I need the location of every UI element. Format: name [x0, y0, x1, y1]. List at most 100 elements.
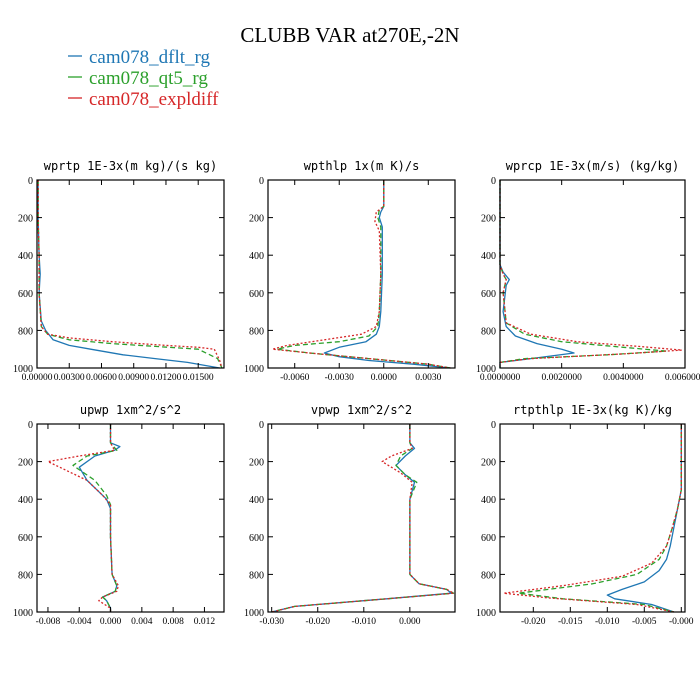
panel-4: upwp 1xm^2/s^2 0 200 400 600 800 1000-0.008 -0.… — [13, 403, 225, 627]
panel-1: wprtp 1E-3x(m kg)/(s kg) 0 200 400 600 800 100… — [13, 159, 225, 383]
panel-title: wpthlp 1x(m K)/s — [304, 159, 420, 173]
x-tick-label: 0.0060000 — [665, 373, 700, 383]
y-tick-label: 800 — [18, 326, 33, 337]
series-line-cam078_dflt_rg — [499, 180, 575, 368]
y-tick-label: 1000 — [244, 364, 264, 375]
y-tick-label: 0 — [259, 176, 264, 187]
series-line-cam078_expldiff — [271, 424, 455, 613]
plot-frame — [499, 179, 686, 369]
plot-frame — [499, 423, 686, 613]
x-tick-label: -0.030 — [259, 617, 284, 627]
plot-frame — [267, 179, 456, 369]
x-tick-label: 0.0030 — [415, 373, 441, 383]
x-tick-label: 0.00600 — [86, 373, 117, 383]
series-line-cam078_expldiff — [37, 180, 223, 369]
x-tick-label: -0.015 — [558, 617, 583, 627]
y-tick-label: 400 — [18, 251, 33, 262]
y-tick-label: 200 — [249, 214, 264, 225]
y-tick-label: 800 — [481, 326, 496, 337]
y-tick-label: 400 — [249, 251, 264, 262]
x-tick-label: 0.012 — [194, 617, 216, 627]
y-tick-label: 1000 — [244, 608, 264, 619]
panel-title: wprtp 1E-3x(m kg)/(s kg) — [44, 159, 217, 173]
panel-title: wprcp 1E-3x(m/s) (kg/kg) — [506, 159, 679, 173]
series-line-cam078_qt5_rg — [276, 180, 451, 369]
legend: cam078_dflt_rg cam078_qt5_rg cam078_expl… — [68, 47, 219, 110]
x-tick-label: 0.00900 — [118, 373, 149, 383]
x-tick-label: -0.004 — [67, 617, 92, 627]
y-tick-label: 200 — [249, 458, 264, 469]
y-tick-label: 600 — [481, 289, 496, 300]
y-tick-label: 600 — [18, 289, 33, 300]
y-tick-label: 0 — [28, 420, 33, 431]
plot-frame — [36, 179, 225, 369]
y-tick-label: 400 — [18, 495, 33, 506]
y-tick-label: 200 — [481, 214, 496, 225]
panel-title: upwp 1xm^2/s^2 — [80, 403, 181, 417]
y-tick-label: 1000 — [476, 608, 496, 619]
y-tick-label: 0 — [491, 420, 496, 431]
plot-frame — [36, 423, 225, 613]
x-tick-label: 0.0000 — [371, 373, 397, 383]
legend-label-dflt: cam078_dflt_rg — [89, 47, 211, 68]
series-line-cam078_expldiff — [271, 180, 451, 369]
y-tick-label: 600 — [249, 533, 264, 544]
y-tick-label: 0 — [491, 176, 496, 187]
x-tick-label: -0.020 — [305, 617, 330, 627]
y-tick-label: 200 — [18, 458, 33, 469]
series-line-cam078_dflt_rg — [323, 180, 451, 369]
y-tick-label: 400 — [249, 495, 264, 506]
y-tick-label: 600 — [18, 533, 33, 544]
x-tick-label: 0.0000000 — [480, 373, 521, 383]
x-tick-label: 0.008 — [162, 617, 184, 627]
x-tick-label: 0.00300 — [54, 373, 85, 383]
panel-3: wprcp 1E-3x(m/s) (kg/kg) 0 200 400 600 800 100… — [476, 159, 700, 383]
x-tick-label: -0.005 — [632, 617, 657, 627]
panel-5: vpwp 1xm^2/s^2 0 200 400 600 800 1000-0.030 -0.… — [244, 403, 456, 627]
x-tick-label: -0.010 — [595, 617, 620, 627]
figure-title: CLUBB VAR at270E,-2N — [240, 23, 459, 47]
panels: wprtp 1E-3x(m kg)/(s kg) 0 200 400 600 800 100… — [13, 159, 700, 627]
panel-6: rtpthlp 1E-3x(kg K)/kg 0 200 400 600 800 1000 -… — [476, 403, 694, 627]
y-tick-label: 0 — [28, 176, 33, 187]
x-tick-label: 0.000 — [100, 617, 122, 627]
x-tick-label: 0.0020000 — [541, 373, 582, 383]
x-tick-label: -0.008 — [36, 617, 61, 627]
x-tick-label: 0.00000 — [22, 373, 53, 383]
legend-label-expldiff: cam078_expldiff — [89, 89, 219, 110]
x-tick-label: -0.0060 — [280, 373, 310, 383]
y-tick-label: 1000 — [476, 364, 496, 375]
y-tick-label: 200 — [481, 458, 496, 469]
x-tick-label: -0.0030 — [325, 373, 355, 383]
y-tick-label: 800 — [481, 570, 496, 581]
x-tick-label: -0.020 — [521, 617, 546, 627]
y-tick-label: 400 — [481, 251, 496, 262]
y-tick-label: 1000 — [13, 608, 33, 619]
series-line-cam078_expldiff — [503, 424, 682, 613]
plot-frame — [267, 423, 456, 613]
y-tick-label: 400 — [481, 495, 496, 506]
series-line-cam078_expldiff — [47, 424, 120, 612]
legend-label-qt5: cam078_qt5_rg — [89, 68, 208, 89]
series-line-cam078_qt5_rg — [72, 424, 118, 612]
panel-title: vpwp 1xm^2/s^2 — [311, 403, 412, 417]
y-tick-label: 200 — [18, 214, 33, 225]
y-tick-label: 800 — [249, 570, 264, 581]
y-tick-label: 600 — [481, 533, 496, 544]
y-tick-label: 800 — [249, 326, 264, 337]
x-tick-label: 0.000 — [399, 617, 421, 627]
x-tick-label: 0.0040000 — [603, 373, 644, 383]
y-tick-label: 0 — [259, 420, 264, 431]
y-tick-label: 1000 — [13, 364, 33, 375]
panel-2: wpthlp 1x(m K)/s 0 200 400 600 800 1000 -0.0060… — [244, 159, 456, 383]
series-line-cam078_qt5_rg — [499, 180, 668, 368]
x-tick-label: 0.01200 — [151, 373, 182, 383]
x-tick-label: 0.01500 — [183, 373, 214, 383]
panel-title: rtpthlp 1E-3x(kg K)/kg — [513, 403, 672, 417]
x-tick-label: -0.010 — [352, 617, 377, 627]
y-tick-label: 600 — [249, 289, 264, 300]
x-tick-label: -0.000 — [669, 617, 694, 627]
y-tick-label: 800 — [18, 570, 33, 581]
